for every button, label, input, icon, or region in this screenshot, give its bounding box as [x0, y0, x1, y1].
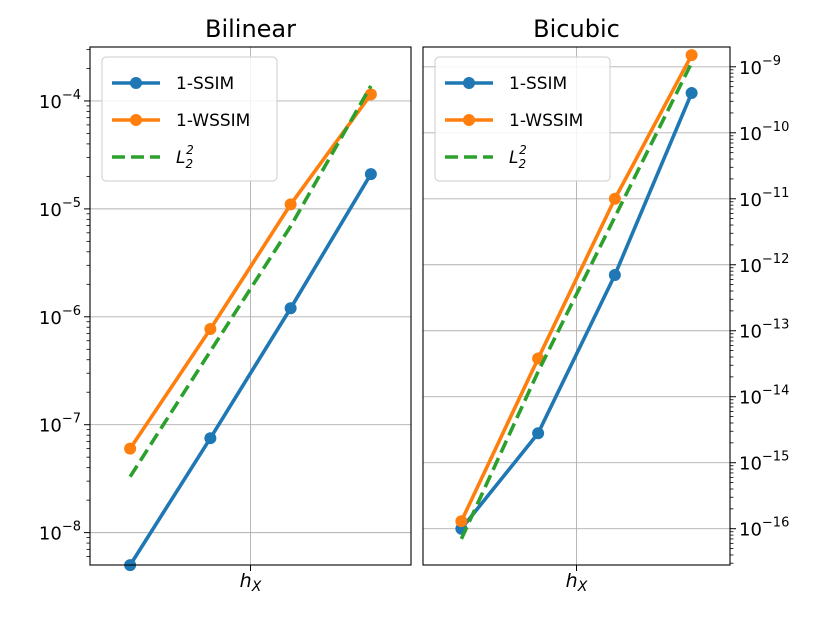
ytick-label: 10−12	[739, 252, 789, 277]
ytick-label: 10−8	[39, 520, 81, 545]
series-line-1	[128, 93, 373, 450]
legend-marker	[463, 77, 475, 89]
ytick-label: 10−13	[739, 318, 789, 343]
legend-label: L22	[176, 143, 194, 171]
legend-box	[434, 56, 611, 182]
series-line-0	[128, 173, 373, 567]
legend-box	[101, 56, 278, 182]
chart-title: Bilinear	[205, 15, 296, 43]
chart-title: Bicubic	[533, 15, 620, 43]
data-point	[685, 87, 698, 100]
data-point	[455, 515, 468, 528]
data-point	[204, 432, 217, 445]
legend-label: 1-WSSIM	[176, 111, 250, 131]
ytick-label: 10−4	[39, 88, 81, 113]
x-axis-label: hX	[566, 570, 588, 595]
series-line-2	[459, 61, 694, 540]
legend-label: 1-SSIM	[176, 74, 234, 94]
x-axis-label: hX	[240, 570, 262, 595]
data-point	[124, 442, 137, 455]
ytick-label: 10−10	[739, 120, 789, 145]
ytick-label: 10−16	[739, 516, 789, 541]
data-point	[532, 352, 545, 365]
ytick-label: 10−5	[39, 196, 81, 221]
chart-panel-0: 10−8 10−7 10−6 10−5 10−4 Bilinear hX 1-SSIM 1-WS…	[39, 15, 412, 595]
ytick-label: 10−14	[739, 384, 789, 409]
ytick-label: 10−7	[39, 412, 81, 437]
data-point	[608, 268, 621, 281]
ytick-label: 10−6	[39, 304, 81, 329]
legend-marker	[463, 114, 475, 126]
plot-frame	[422, 46, 731, 566]
data-point	[532, 427, 545, 440]
legend-marker	[130, 114, 142, 126]
chart-panel-1: 10−16 10−15 10−14 10−13 10−12 10−11 10−10 10−9 B…	[422, 15, 789, 595]
ytick-label: 10−15	[739, 450, 789, 475]
ytick-label: 10−9	[739, 54, 781, 79]
data-point	[364, 88, 377, 101]
series-line-0	[459, 92, 694, 530]
data-point	[284, 302, 297, 315]
data-point	[685, 49, 698, 62]
data-point	[364, 168, 377, 181]
ytick-label: 10−11	[739, 186, 789, 211]
plot-frame	[89, 46, 412, 566]
legend-label: 1-WSSIM	[509, 111, 583, 131]
data-point	[204, 323, 217, 336]
legend-label: 1-SSIM	[509, 74, 567, 94]
legend-marker	[130, 77, 142, 89]
data-point	[608, 192, 621, 205]
series-line-1	[459, 54, 694, 522]
data-point	[284, 198, 297, 211]
legend-label: L22	[509, 143, 527, 171]
